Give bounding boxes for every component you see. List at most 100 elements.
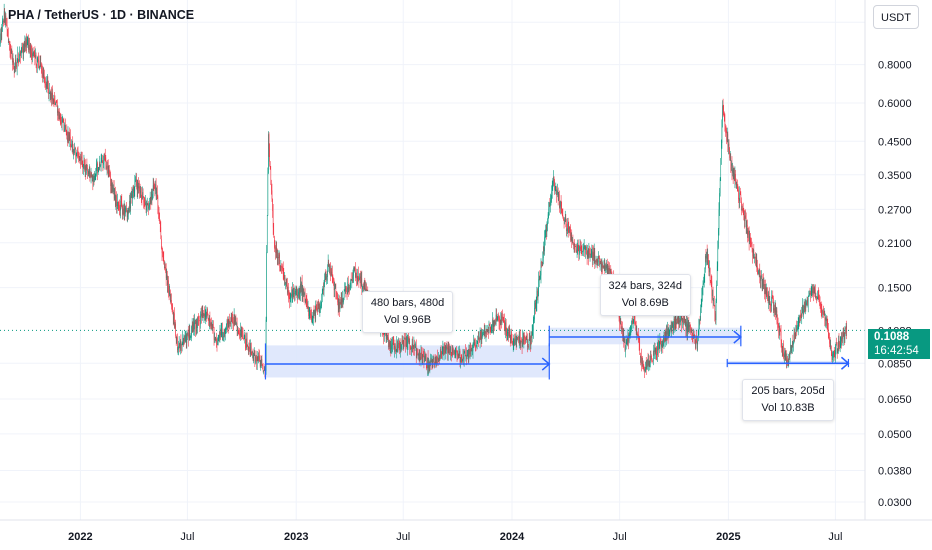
candle bbox=[158, 205, 159, 219]
candle bbox=[117, 193, 118, 210]
candle bbox=[627, 336, 628, 346]
candle bbox=[581, 245, 583, 254]
candle bbox=[145, 199, 147, 214]
candle bbox=[403, 336, 405, 350]
candle bbox=[440, 346, 441, 360]
candle bbox=[131, 186, 133, 204]
range-measure[interactable] bbox=[548, 325, 742, 347]
candle bbox=[1, 23, 3, 41]
candle bbox=[111, 178, 113, 194]
candle bbox=[755, 252, 756, 266]
candle bbox=[241, 327, 243, 337]
candle bbox=[664, 330, 666, 348]
candle bbox=[715, 298, 717, 326]
candle bbox=[513, 334, 515, 351]
candle bbox=[497, 313, 499, 321]
candle bbox=[2, 18, 4, 24]
candle bbox=[566, 228, 568, 238]
candle bbox=[126, 210, 128, 222]
range-measure[interactable] bbox=[264, 343, 551, 380]
candle bbox=[295, 286, 297, 296]
candle bbox=[599, 255, 600, 268]
candle bbox=[622, 321, 623, 342]
candle bbox=[229, 313, 230, 330]
candle bbox=[148, 201, 149, 216]
candle bbox=[768, 290, 769, 310]
candle bbox=[819, 296, 821, 309]
candle bbox=[809, 290, 810, 297]
candle bbox=[550, 193, 551, 213]
candle bbox=[487, 329, 489, 336]
candle bbox=[286, 278, 288, 290]
candle bbox=[184, 334, 185, 345]
range-highlights bbox=[265, 327, 849, 378]
candle bbox=[116, 191, 117, 214]
candle bbox=[236, 321, 237, 327]
candle bbox=[20, 47, 22, 59]
candle bbox=[358, 276, 360, 288]
candle bbox=[661, 341, 662, 354]
candle bbox=[648, 355, 650, 368]
currency-button[interactable]: USDT bbox=[873, 5, 919, 29]
candle bbox=[834, 350, 836, 361]
candle bbox=[413, 336, 415, 350]
candle bbox=[24, 35, 26, 53]
candle bbox=[271, 183, 273, 202]
candle bbox=[436, 355, 437, 368]
candle bbox=[406, 336, 408, 350]
candle bbox=[217, 337, 218, 346]
candle bbox=[438, 355, 440, 364]
candle bbox=[439, 354, 441, 361]
candle bbox=[752, 247, 753, 264]
candle bbox=[451, 351, 453, 362]
range-measure[interactable] bbox=[726, 356, 850, 370]
candle bbox=[807, 296, 808, 306]
candle bbox=[495, 308, 497, 326]
candle bbox=[246, 332, 247, 350]
price-tick-label: 0.8000 bbox=[878, 60, 912, 72]
candle bbox=[219, 331, 220, 342]
candle bbox=[604, 259, 606, 275]
candle bbox=[244, 331, 246, 344]
candle bbox=[836, 337, 837, 346]
candle bbox=[112, 180, 114, 195]
candle bbox=[702, 286, 703, 302]
candle bbox=[806, 296, 808, 308]
candle bbox=[273, 222, 275, 238]
candle bbox=[206, 311, 207, 322]
candle bbox=[712, 286, 714, 309]
candle bbox=[552, 177, 554, 191]
candle bbox=[399, 340, 400, 355]
candle bbox=[516, 335, 518, 348]
candle bbox=[622, 328, 624, 342]
candle bbox=[335, 282, 337, 300]
candle bbox=[715, 311, 716, 324]
candle bbox=[438, 352, 440, 362]
candle bbox=[135, 172, 137, 188]
candle bbox=[533, 316, 535, 324]
candle bbox=[658, 341, 660, 354]
candle bbox=[17, 46, 19, 63]
candle bbox=[628, 332, 630, 344]
candle bbox=[318, 301, 320, 314]
candle bbox=[546, 221, 548, 238]
candle bbox=[469, 342, 471, 360]
candle bbox=[657, 342, 658, 362]
candle bbox=[6, 17, 8, 37]
candle bbox=[68, 132, 70, 147]
candle bbox=[319, 303, 321, 317]
candle bbox=[770, 304, 772, 313]
candle bbox=[218, 334, 220, 342]
candle bbox=[255, 355, 256, 365]
candle bbox=[5, 11, 6, 28]
candle bbox=[300, 276, 301, 302]
candle bbox=[726, 127, 728, 143]
candle bbox=[569, 226, 571, 236]
time-tick-label: 2022 bbox=[68, 531, 92, 543]
candle bbox=[84, 164, 86, 178]
candle bbox=[479, 336, 480, 344]
candle bbox=[449, 343, 450, 356]
candle bbox=[203, 309, 204, 319]
candle bbox=[690, 328, 692, 333]
